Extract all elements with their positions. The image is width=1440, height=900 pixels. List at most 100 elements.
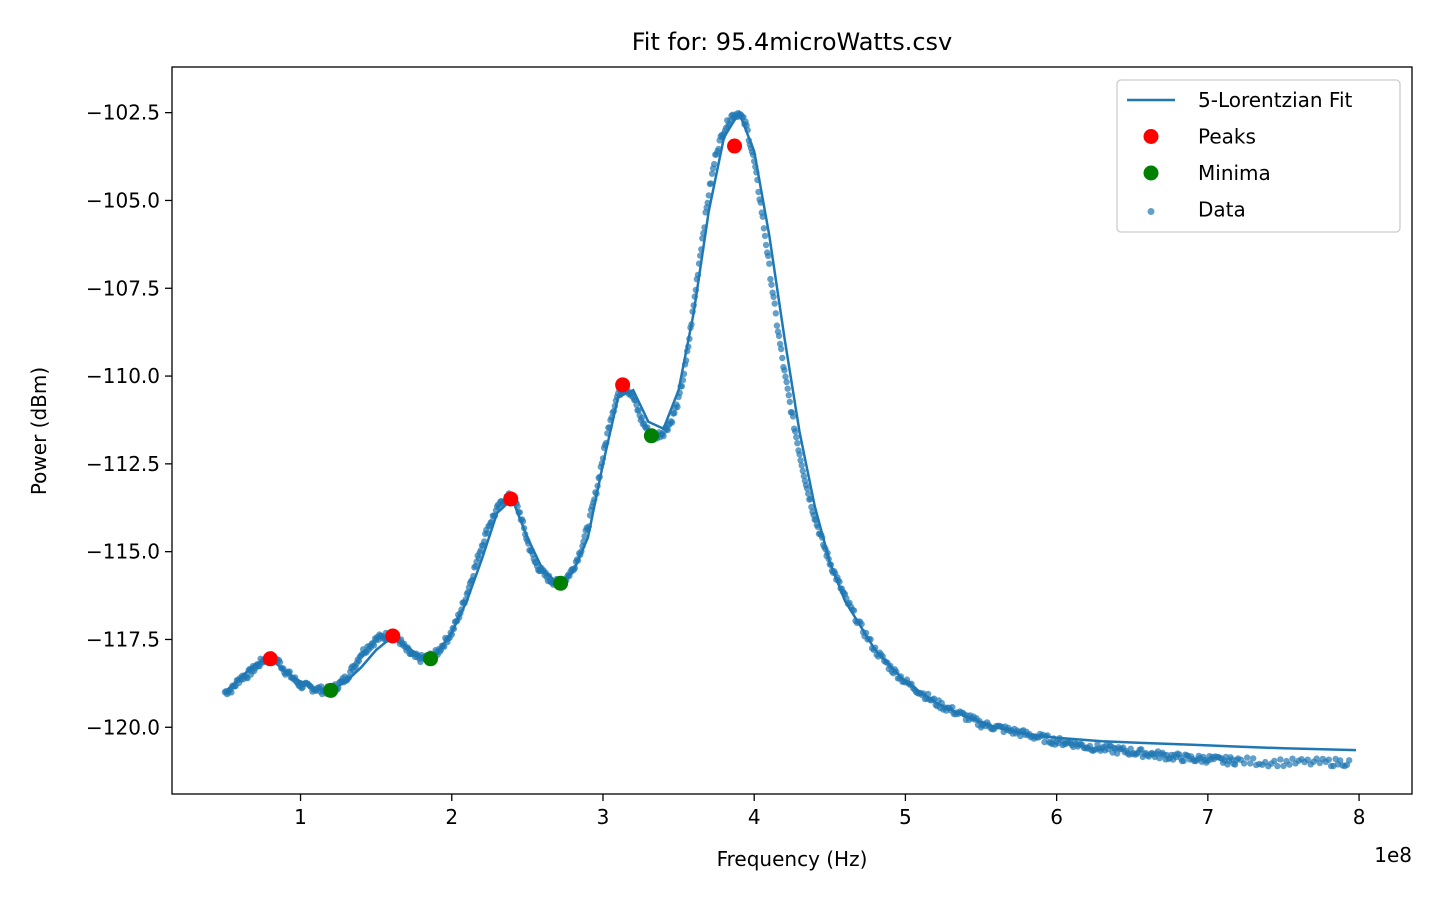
data-point xyxy=(1244,754,1251,761)
legend-data-swatch xyxy=(1147,208,1155,215)
data-point xyxy=(772,310,779,317)
data-point xyxy=(784,385,791,392)
data-point xyxy=(781,367,788,374)
data-point xyxy=(797,457,804,464)
data-point xyxy=(762,241,770,249)
legend-peak-swatch xyxy=(1143,129,1159,144)
data-point xyxy=(1180,757,1187,765)
data-point xyxy=(705,192,712,199)
legend-label: Data xyxy=(1198,198,1246,222)
data-point xyxy=(671,410,678,417)
data-point xyxy=(770,293,777,300)
axes: 1 2 3 4 5 6 7 8 −120.0 −117.5 −115.0 −112.5 −110.0 −1… xyxy=(86,66,1413,829)
data-point xyxy=(1271,757,1278,765)
data-point xyxy=(771,300,778,307)
data-point xyxy=(760,225,768,232)
data-point xyxy=(668,419,676,426)
x-axis-scale-label: 1e8 xyxy=(1374,843,1412,867)
y-tick-label: −102.5 xyxy=(86,101,160,125)
data-point xyxy=(581,533,588,540)
data-point xyxy=(370,642,378,649)
data-point xyxy=(1289,755,1296,762)
plot-area xyxy=(221,109,1357,770)
x-tick-label: 8 xyxy=(1353,805,1366,829)
data-point xyxy=(766,260,773,267)
data-point xyxy=(761,232,769,240)
data-point xyxy=(765,252,772,260)
peak-marker xyxy=(385,628,401,644)
y-tick-label: −120.0 xyxy=(86,715,160,739)
data-point xyxy=(776,340,784,348)
data-point xyxy=(711,160,718,168)
minimum-marker xyxy=(423,651,439,667)
chart-title: Fit for: 95.4microWatts.csv xyxy=(632,28,953,56)
y-tick-label: −105.0 xyxy=(86,188,160,212)
data-point xyxy=(808,503,815,511)
x-tick-label: 4 xyxy=(748,805,761,829)
data-point xyxy=(1250,755,1257,762)
data-point xyxy=(803,485,811,492)
x-tick-label: 5 xyxy=(899,805,912,829)
data-point xyxy=(1337,757,1344,764)
data-point xyxy=(779,354,786,362)
data-point xyxy=(796,451,803,458)
y-tick-label: −112.5 xyxy=(86,452,160,476)
legend-label: Minima xyxy=(1198,161,1271,185)
axes-frame xyxy=(171,66,1413,795)
peak-marker xyxy=(615,377,631,393)
data-point xyxy=(805,490,812,497)
legend-minimum-swatch xyxy=(1143,165,1159,181)
data-point xyxy=(708,170,716,177)
minimum-marker xyxy=(643,428,659,444)
data-point xyxy=(664,426,671,434)
peak-marker xyxy=(262,651,278,667)
data-point xyxy=(1277,756,1284,763)
data-point xyxy=(798,462,805,469)
data-point xyxy=(1240,760,1248,767)
minimum-marker xyxy=(553,575,569,591)
data-point xyxy=(778,345,785,353)
data-point xyxy=(660,432,667,440)
data-point xyxy=(1247,760,1254,767)
y-tick-label: −117.5 xyxy=(86,627,160,651)
data-point xyxy=(481,538,488,545)
y-tick-label: −107.5 xyxy=(86,276,160,300)
data-point xyxy=(792,428,799,435)
data-point xyxy=(635,407,642,414)
legend: 5-Lorentzian Fit Peaks Minima Data xyxy=(1116,79,1401,233)
data-point xyxy=(674,403,681,411)
data-point xyxy=(707,180,715,187)
y-axis-label: Power (dBm) xyxy=(27,367,51,495)
x-tick-label: 7 xyxy=(1201,805,1214,829)
data-point xyxy=(638,414,646,422)
legend-label: Peaks xyxy=(1198,125,1256,149)
legend-box xyxy=(1116,79,1401,233)
data-point xyxy=(1274,762,1281,770)
data-point xyxy=(785,392,792,399)
x-tick-label: 3 xyxy=(597,805,610,829)
data-point xyxy=(793,434,800,441)
fit-line xyxy=(224,109,1357,752)
data-point xyxy=(1041,738,1048,746)
x-tick-label: 2 xyxy=(445,805,458,829)
data-point xyxy=(794,440,801,447)
data-point xyxy=(800,472,808,480)
data-point xyxy=(768,281,775,288)
y-tick-label: −115.0 xyxy=(86,540,160,564)
data-point xyxy=(799,467,806,475)
data-point xyxy=(1138,746,1145,753)
data-point xyxy=(1304,756,1311,763)
legend-label: 5-Lorentzian Fit xyxy=(1198,88,1353,112)
data-point xyxy=(477,547,485,554)
x-tick-label: 1 xyxy=(294,805,307,829)
x-tick-label: 6 xyxy=(1050,805,1063,829)
data-point xyxy=(789,413,797,420)
data-point xyxy=(1325,756,1333,763)
data-point xyxy=(1346,757,1353,764)
peak-marker xyxy=(727,138,743,154)
data-point xyxy=(767,275,774,283)
data-point xyxy=(782,373,789,380)
minimum-marker xyxy=(323,682,339,698)
data-point xyxy=(775,332,783,340)
